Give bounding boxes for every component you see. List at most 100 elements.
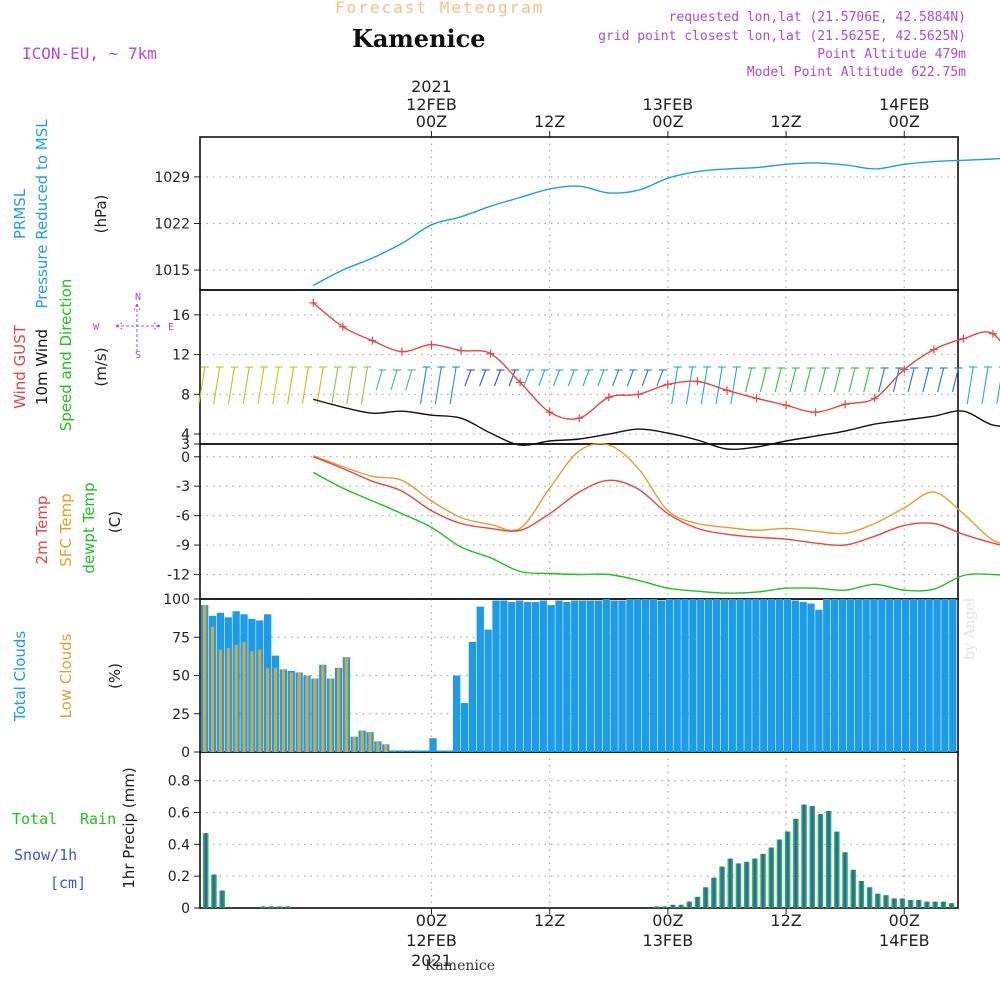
- precip-bar-inner: [942, 901, 945, 908]
- wind-arrow: [966, 366, 974, 405]
- wind-arrow: [346, 366, 354, 405]
- gust-marker: [634, 390, 643, 399]
- ytick-label-clouds: 100: [163, 592, 190, 608]
- ytick-label-precipitation: 0.2: [168, 869, 190, 885]
- total-cloud-bar: [437, 750, 445, 752]
- wind-arrow: [818, 367, 827, 393]
- gust-marker: [988, 329, 997, 338]
- gust-marker: [604, 393, 613, 402]
- gust-marker: [693, 377, 702, 386]
- total-cloud-bar: [586, 600, 595, 752]
- precip-bar-inner: [286, 906, 289, 908]
- total-cloud-bar: [626, 599, 634, 752]
- ytick-label-wind: 4: [181, 427, 190, 443]
- wind-arrow: [981, 366, 989, 405]
- top-tick-time: 12Z: [770, 112, 801, 131]
- low-cloud-bar: [352, 736, 356, 752]
- wind-arrow: [420, 366, 428, 405]
- total-cloud-bar: [854, 599, 862, 752]
- wind-arrow: [538, 369, 546, 387]
- precip-bar-inner: [270, 906, 273, 908]
- total-cloud-bar: [712, 599, 721, 752]
- total-cloud-bar: [602, 599, 610, 752]
- precip-bar-inner: [868, 887, 871, 908]
- gust-line: [312, 302, 1000, 420]
- model-point-altitude: Model Point Altitude 622.75m: [746, 65, 966, 80]
- panel-frame-pressure: [199, 136, 959, 291]
- sfc-temp-line: [313, 442, 1000, 544]
- total-cloud-bar: [634, 599, 642, 752]
- total-cloud-bar: [941, 599, 949, 752]
- wind-arrow: [774, 367, 782, 393]
- gust-marker: [959, 334, 968, 343]
- total-cloud-bar: [681, 599, 689, 752]
- total-cloud-bar: [610, 600, 618, 752]
- bottom-tick-time: 12Z: [534, 911, 565, 930]
- precip-bar-inner: [761, 853, 765, 908]
- total-cloud-bar: [736, 599, 744, 752]
- ytick-label-pressure: 1015: [154, 263, 190, 279]
- low-cloud-bar: [321, 664, 325, 752]
- ytick-label-wind: 16: [172, 308, 190, 324]
- gust-marker: [811, 408, 820, 417]
- precip-bar-inner: [909, 900, 912, 908]
- total-cloud-bar: [744, 599, 752, 752]
- wind-arrow: [892, 367, 900, 393]
- total-cloud-bar: [508, 602, 516, 752]
- wind-arrow: [597, 369, 605, 387]
- low-cloud-bar: [273, 667, 278, 752]
- wind-arrow: [287, 366, 295, 405]
- wind-ylabel-unit: (m/s): [92, 347, 110, 386]
- precip-ylabel: 1hr Precip (mm): [120, 767, 138, 888]
- dewpt-line: [312, 471, 1000, 594]
- wind-arrow: [878, 367, 886, 393]
- total-cloud-bar: [476, 606, 484, 752]
- temp-2m-line: [313, 456, 1000, 547]
- total-cloud-bar: [697, 599, 705, 752]
- precip-bar-inner: [925, 901, 929, 908]
- legend-total: Total: [12, 810, 57, 828]
- total-cloud-bar: [460, 703, 469, 752]
- wind-arrow: [213, 366, 221, 405]
- grid-point-location: grid point closest lon,lat (21.5625E, 42…: [598, 29, 966, 44]
- wind-arrow: [390, 369, 398, 391]
- total-cloud-bar: [397, 750, 406, 752]
- total-cloud-bar: [791, 600, 799, 752]
- compass-w: W: [93, 322, 100, 333]
- precip-bar-inner: [851, 869, 855, 908]
- clouds-ylabel-unit: (%): [106, 663, 124, 689]
- precip-bar-inner: [786, 831, 789, 908]
- precip-bar-inner: [712, 877, 716, 908]
- gust-marker: [545, 408, 554, 417]
- wind-arrow: [804, 367, 812, 393]
- precip-bar-inner: [901, 898, 904, 908]
- legend-rain: Rain: [80, 810, 116, 828]
- total-cloud-bar: [563, 602, 571, 752]
- total-cloud-bar: [484, 629, 492, 752]
- precip-bar-inner: [278, 906, 281, 908]
- wind-ylabel-gust: Wind GUST: [11, 324, 29, 409]
- wind-arrow: [405, 369, 413, 391]
- wind-arrow: [715, 366, 723, 405]
- total-cloud-bar: [862, 599, 870, 752]
- wind-arrow: [656, 369, 664, 387]
- gust-marker: [338, 322, 347, 331]
- gust-marker: [397, 347, 406, 356]
- wind-arrow: [789, 367, 797, 393]
- total-cloud-bar: [421, 750, 429, 752]
- total-cloud-bar: [571, 600, 579, 752]
- total-cloud-bar: [579, 600, 587, 752]
- ytick-label-wind: 3: [181, 437, 190, 453]
- ytick-label-temperature: 0: [181, 450, 190, 466]
- temp-ylabel-sfc: SFC Temp: [57, 493, 75, 566]
- wind-arrow: [863, 367, 871, 393]
- total-cloud-bar: [673, 599, 681, 752]
- low-cloud-bar: [297, 672, 301, 752]
- low-cloud-bar: [384, 744, 388, 752]
- total-cloud-bar: [642, 599, 650, 752]
- wind-arrow: [700, 366, 708, 405]
- total-cloud-bar: [775, 599, 784, 752]
- wind-arrow: [301, 366, 309, 405]
- total-cloud-bar: [720, 599, 729, 752]
